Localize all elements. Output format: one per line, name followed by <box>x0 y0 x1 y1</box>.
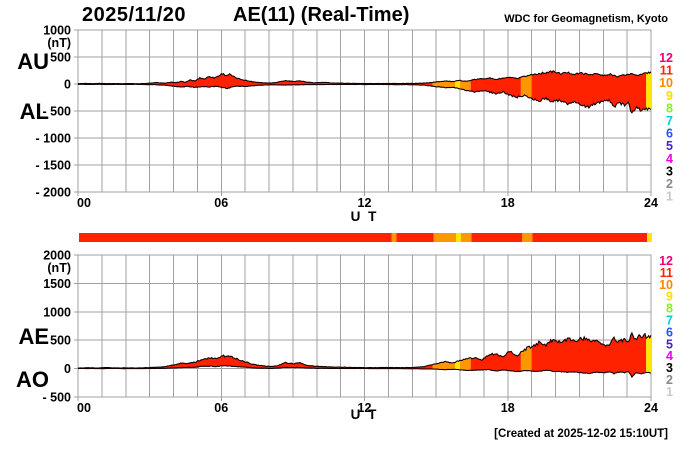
svg-text:10: 10 <box>659 76 673 90</box>
svg-text:06: 06 <box>214 401 228 415</box>
svg-text:(nT): (nT) <box>47 36 71 50</box>
svg-text:AO: AO <box>16 367 49 392</box>
svg-text:06: 06 <box>214 196 228 210</box>
svg-text:4: 4 <box>666 349 673 363</box>
svg-text:0: 0 <box>64 362 71 376</box>
svg-text:AL: AL <box>20 99 49 124</box>
svg-text:5: 5 <box>666 337 673 351</box>
svg-text:5: 5 <box>666 139 673 153</box>
svg-text:1000: 1000 <box>43 305 71 319</box>
svg-text:0: 0 <box>64 78 71 92</box>
svg-text:2: 2 <box>666 373 673 387</box>
svg-text:24: 24 <box>644 196 658 210</box>
svg-text:U T: U T <box>351 407 379 422</box>
station-count-bar <box>79 233 652 242</box>
svg-text:24: 24 <box>644 401 658 415</box>
svg-text:9: 9 <box>666 89 673 103</box>
svg-text:7: 7 <box>666 114 673 128</box>
svg-text:- 1000: - 1000 <box>36 132 71 146</box>
svg-text:12: 12 <box>659 51 673 65</box>
svg-text:00: 00 <box>77 196 91 210</box>
svg-text:6: 6 <box>666 325 673 339</box>
plot-title: AE(11) (Real-Time) <box>233 4 410 26</box>
svg-text:1500: 1500 <box>43 277 71 291</box>
svg-text:9: 9 <box>666 290 673 304</box>
au-al-chart: 1000 500 0 - 500 - 1000 - 1500 - 2000 (nT) 00 06 1… <box>17 24 673 225</box>
svg-text:4: 4 <box>666 152 673 166</box>
svg-text:7: 7 <box>666 314 673 328</box>
svg-text:8: 8 <box>666 302 673 316</box>
svg-text:AE: AE <box>18 324 49 349</box>
wdc-credit: WDC for Geomagnetism, Kyoto <box>504 13 668 25</box>
svg-text:11: 11 <box>660 266 673 280</box>
svg-text:12: 12 <box>659 254 673 268</box>
svg-text:6: 6 <box>666 127 673 141</box>
svg-text:10: 10 <box>659 278 673 292</box>
svg-text:1000: 1000 <box>43 24 71 38</box>
svg-text:2: 2 <box>666 177 673 191</box>
svg-text:18: 18 <box>501 401 515 415</box>
svg-text:1: 1 <box>666 190 673 204</box>
plot-date: 2025/11/20 <box>82 4 186 26</box>
svg-text:3: 3 <box>666 164 673 178</box>
svg-text:8: 8 <box>666 101 673 115</box>
svg-text:- 1500: - 1500 <box>36 159 71 173</box>
svg-text:- 2000: - 2000 <box>36 186 71 200</box>
svg-text:11: 11 <box>660 64 673 78</box>
svg-text:12: 12 <box>358 401 372 415</box>
svg-text:3: 3 <box>666 361 673 375</box>
svg-text:500: 500 <box>50 51 71 65</box>
svg-text:1: 1 <box>666 385 673 399</box>
svg-text:12: 12 <box>358 196 372 210</box>
svg-text:- 500: - 500 <box>43 105 72 119</box>
svg-text:(nT): (nT) <box>47 261 71 275</box>
created-timestamp: [Created at 2025-12-02 15:10UT] <box>494 428 668 440</box>
svg-text:00: 00 <box>77 401 91 415</box>
svg-text:500: 500 <box>50 334 71 348</box>
svg-text:18: 18 <box>501 196 515 210</box>
svg-text:- 500: - 500 <box>43 391 72 405</box>
svg-text:2000: 2000 <box>43 249 71 263</box>
svg-text:AU: AU <box>17 49 49 74</box>
svg-text:U T: U T <box>351 209 379 224</box>
